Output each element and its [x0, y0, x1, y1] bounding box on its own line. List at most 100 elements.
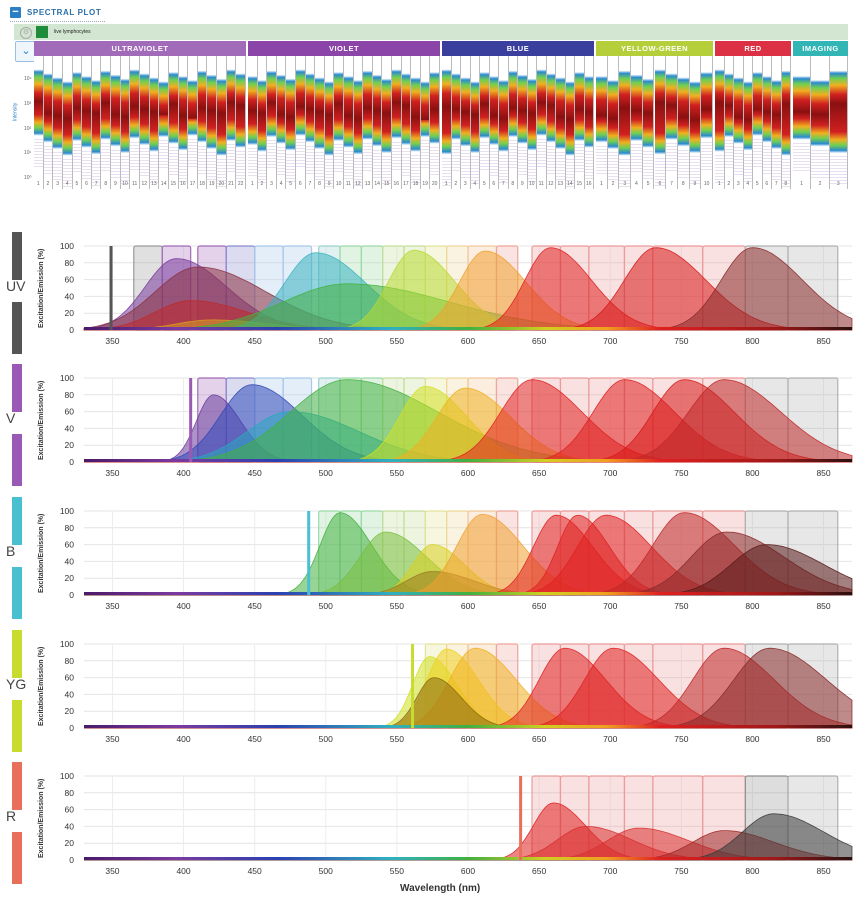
- detector-channel[interactable]: 13: [363, 56, 373, 189]
- detector-channel[interactable]: 2: [607, 56, 620, 189]
- detector-channel[interactable]: 3: [53, 56, 63, 189]
- detector-channel[interactable]: 8: [101, 56, 112, 189]
- detector-channel[interactable]: 1: [442, 56, 452, 189]
- detector-channel[interactable]: 7: [305, 56, 316, 189]
- detector-channel[interactable]: 15: [575, 56, 585, 189]
- detector-channel[interactable]: 13: [149, 56, 160, 189]
- detector-channel[interactable]: 7: [772, 56, 782, 189]
- detector-channel[interactable]: 6: [489, 56, 499, 189]
- detector-channel[interactable]: 8: [781, 56, 791, 189]
- channel-number: 8: [104, 181, 108, 187]
- detector-channel[interactable]: 8: [677, 56, 690, 189]
- detector-channel[interactable]: 11: [130, 56, 140, 189]
- channel-number: 20: [218, 181, 225, 187]
- detector-channel[interactable]: 5: [480, 56, 490, 189]
- detector-channel[interactable]: 4: [470, 56, 480, 189]
- detector-channel[interactable]: 20: [217, 56, 227, 189]
- detector-channel[interactable]: 5: [753, 56, 763, 189]
- detector-channel[interactable]: 3: [734, 56, 744, 189]
- channel-number: 4: [279, 181, 283, 187]
- detector-channel[interactable]: 11: [537, 56, 547, 189]
- detector-channel[interactable]: 15: [168, 56, 179, 189]
- detector-channel[interactable]: 17: [401, 56, 412, 189]
- channel-number: 14: [566, 181, 573, 187]
- detector-channel[interactable]: 6: [82, 56, 92, 189]
- channel-number: 2: [454, 181, 458, 187]
- detector-channel[interactable]: 19: [420, 56, 431, 189]
- detector-channel[interactable]: 16: [392, 56, 402, 189]
- detector-channel[interactable]: 7: [499, 56, 509, 189]
- detector-channel[interactable]: 18: [411, 56, 421, 189]
- detector-channel[interactable]: 14: [159, 56, 169, 189]
- detector-channel[interactable]: 2: [43, 56, 54, 189]
- gear-icon[interactable]: ⚙: [20, 27, 32, 39]
- detector-channel[interactable]: 12: [353, 56, 364, 189]
- channel-number: 7: [94, 181, 98, 187]
- detector-channel[interactable]: 3: [829, 56, 848, 189]
- detector-channel[interactable]: 3: [267, 56, 277, 189]
- detector-channel[interactable]: 4: [631, 56, 643, 189]
- detector-channel[interactable]: 13: [556, 56, 566, 189]
- detector-channel[interactable]: 21: [226, 56, 237, 189]
- detector-channel[interactable]: 20: [430, 56, 440, 189]
- detector-channel[interactable]: 4: [743, 56, 753, 189]
- detector-channel[interactable]: 9: [324, 56, 335, 189]
- detector-channel[interactable]: 15: [382, 56, 392, 189]
- x-tick-label: 700: [603, 601, 617, 611]
- detector-channel[interactable]: 14: [372, 56, 383, 189]
- channel-number: 3: [836, 181, 840, 187]
- detector-channel[interactable]: 2: [724, 56, 734, 189]
- detector-channel[interactable]: 17: [188, 56, 198, 189]
- detector-channel[interactable]: 7: [666, 56, 678, 189]
- detector-channel[interactable]: 9: [111, 56, 121, 189]
- detector-channel[interactable]: 3: [619, 56, 632, 189]
- detector-channel[interactable]: 16: [584, 56, 594, 189]
- detector-channel[interactable]: 18: [197, 56, 208, 189]
- detector-channel[interactable]: 1: [596, 56, 608, 189]
- detector-channel[interactable]: 6: [296, 56, 306, 189]
- x-tick-label: 500: [319, 336, 333, 346]
- detector-channel[interactable]: 2: [451, 56, 461, 189]
- collapse-icon[interactable]: −: [10, 6, 21, 18]
- detector-channel[interactable]: 12: [140, 56, 150, 189]
- laser-color-bar: [12, 762, 22, 810]
- detector-channel[interactable]: 5: [642, 56, 655, 189]
- detector-channel[interactable]: 8: [315, 56, 325, 189]
- detector-channel[interactable]: 4: [62, 56, 73, 189]
- population-filter-bar[interactable]: ⚙ live lymphocytes: [14, 24, 848, 40]
- x-tick-label: 750: [674, 734, 688, 744]
- detector-channel[interactable]: 3: [461, 56, 471, 189]
- detector-channel[interactable]: 6: [654, 56, 667, 189]
- detector-channel[interactable]: 4: [276, 56, 287, 189]
- y-tick-label: 20: [65, 308, 75, 318]
- detector-channel[interactable]: 7: [91, 56, 102, 189]
- detector-channel[interactable]: 5: [286, 56, 296, 189]
- detector-channel[interactable]: 8: [508, 56, 518, 189]
- detector-channel[interactable]: 14: [565, 56, 575, 189]
- detector-channel[interactable]: 1: [34, 56, 44, 189]
- detector-channel[interactable]: 1: [793, 56, 812, 189]
- detector-channel[interactable]: 11: [344, 56, 354, 189]
- y-tick-label: 60: [65, 673, 75, 683]
- detector-channel[interactable]: 16: [178, 56, 189, 189]
- detector-channel[interactable]: 9: [518, 56, 528, 189]
- detector-channel[interactable]: 19: [207, 56, 218, 189]
- spectral-plot-header[interactable]: − SPECTRAL PLOT: [10, 5, 105, 22]
- detector-channel[interactable]: 22: [236, 56, 246, 189]
- x-tick-label: 850: [816, 468, 830, 478]
- detector-channel[interactable]: 10: [701, 56, 713, 189]
- panel-laser-label: V: [6, 410, 16, 426]
- detector-channel[interactable]: 10: [120, 56, 131, 189]
- detector-channel[interactable]: 12: [546, 56, 556, 189]
- detector-channel[interactable]: 10: [334, 56, 344, 189]
- detector-channel[interactable]: 5: [72, 56, 83, 189]
- detector-channel[interactable]: 2: [811, 56, 830, 189]
- x-tick-label: 800: [745, 336, 759, 346]
- x-tick-label: 400: [176, 601, 190, 611]
- detector-channel[interactable]: 1: [715, 56, 725, 189]
- detector-channel[interactable]: 9: [689, 56, 702, 189]
- detector-channel[interactable]: 2: [257, 56, 268, 189]
- detector-channel[interactable]: 6: [762, 56, 772, 189]
- detector-channel[interactable]: 10: [527, 56, 537, 189]
- detector-channel[interactable]: 1: [248, 56, 258, 189]
